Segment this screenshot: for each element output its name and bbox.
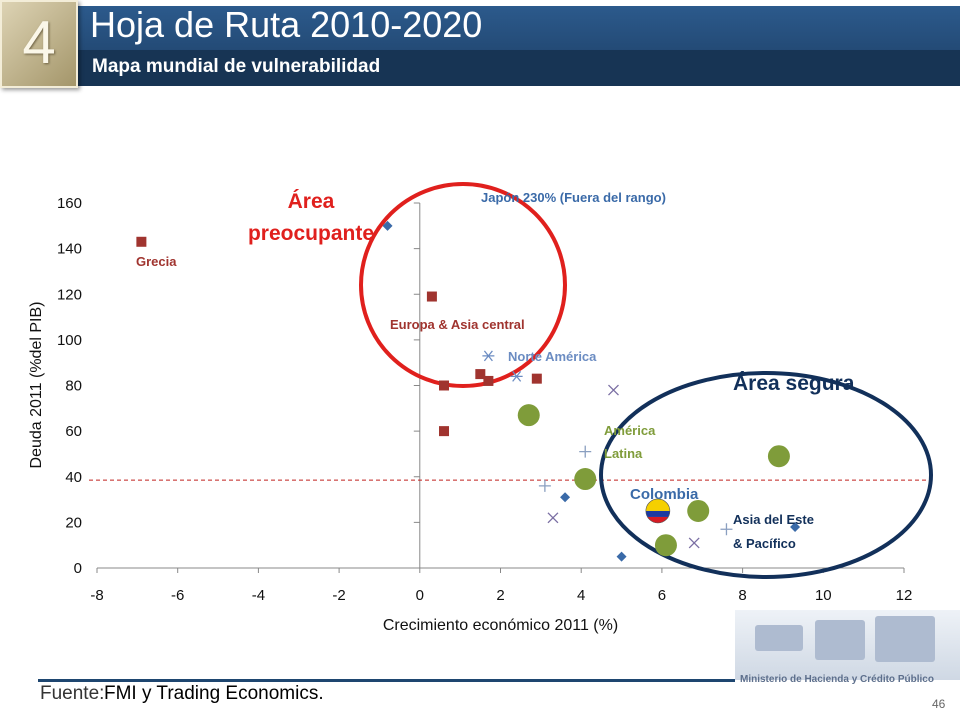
logo-tile: [755, 625, 803, 651]
europa-point: [439, 380, 450, 391]
x-tick-label: 10: [815, 587, 832, 604]
ministry-logo-panel: [735, 610, 960, 680]
asia-point: [560, 492, 571, 503]
x-axis-title: Crecimiento económico 2011 (%): [383, 617, 618, 634]
europa-point: [439, 426, 450, 437]
label-asia-2: & Pacífico: [733, 536, 796, 551]
plus-point: [538, 479, 551, 492]
label-europa: Europa & Asia central: [390, 317, 525, 332]
latina-point: [574, 468, 597, 491]
page-number: 46: [932, 697, 946, 711]
slide-subtitle: Mapa mundial de vulnerabilidad: [92, 56, 381, 77]
x-tick-label: -2: [332, 587, 345, 604]
logo-tile: [815, 620, 865, 660]
header-subband: [78, 50, 960, 86]
y-tick-label: 80: [65, 378, 82, 395]
label-asia-1: Asia del Este: [733, 512, 814, 527]
y-tick-label: 0: [74, 560, 82, 577]
flag-yellow: [645, 498, 670, 511]
chart-axes: -8 -6 -4 -2 0 2 4 6 8 10 12020406080100120140160Cr…: [28, 195, 931, 634]
europa-point: [531, 373, 542, 384]
colombia-flag-marker: [645, 498, 671, 524]
x-tick-label: 12: [896, 587, 913, 604]
ministry-name: Ministerio de Hacienda y Crédito Público: [740, 674, 934, 685]
y-tick-label: 140: [57, 241, 82, 258]
label-norte-america: Norte América: [508, 349, 597, 364]
slide-title: Hoja de Ruta 2010-2020: [90, 4, 483, 45]
x-tick-label: -6: [171, 587, 184, 604]
logo-tile: [875, 616, 935, 662]
slide-header: 4 Hoja de Ruta 2010-2020 Mapa mundial de…: [0, 0, 960, 88]
flag-blue: [645, 510, 670, 517]
source-label: Fuente:: [40, 683, 105, 704]
y-tick-label: 120: [57, 286, 82, 303]
xmark-point: [688, 537, 700, 549]
label-colombia: Colombia: [630, 486, 699, 503]
x-tick-label: 4: [577, 587, 585, 604]
x-tick-label: 8: [738, 587, 746, 604]
vulnerability-scatter-chart: -8 -6 -4 -2 0 2 4 6 8 10 12020406080100120140160Cr…: [28, 182, 933, 634]
flag-outline: [645, 498, 671, 524]
y-tick-label: 100: [57, 332, 82, 349]
chart-annotations: Grecia Europa & Asia central Norte Améri…: [136, 190, 855, 551]
norte-point: [510, 370, 523, 382]
label-america-latina-2: Latina: [604, 446, 643, 461]
plus-point: [579, 445, 592, 458]
footer-divider: [38, 679, 735, 682]
label-america-latina-1: América: [604, 423, 656, 438]
x-tick-label: -4: [252, 587, 265, 604]
label-area-preocupante-1: Área: [288, 190, 335, 213]
y-tick-label: 40: [65, 469, 82, 486]
label-area-preocupante-2: preocupante: [248, 222, 374, 245]
europa-point: [483, 375, 494, 386]
xmark-point: [547, 512, 559, 524]
chart-zones: [359, 182, 933, 579]
norte-point: [482, 350, 495, 362]
y-tick-label: 20: [65, 514, 82, 531]
colombia-flag: [645, 498, 670, 523]
asia-point: [790, 521, 801, 532]
latina-point: [654, 534, 677, 557]
label-area-segura: Área segura: [733, 372, 855, 395]
x-tick-label: -8: [90, 587, 103, 604]
source-text: FMI y Trading Economics.: [104, 683, 324, 704]
plus-point: [720, 523, 733, 536]
asia-point: [616, 551, 627, 562]
europa-point: [136, 236, 147, 247]
latina-point: [517, 404, 540, 427]
area-segura-ellipse: [599, 371, 933, 579]
y-tick-label: 60: [65, 423, 82, 440]
asia-point: [382, 220, 393, 231]
europa-point: [475, 369, 486, 380]
x-tick-label: 0: [416, 587, 424, 604]
label-japon: Japón 230% (Fuera del rango): [481, 190, 666, 205]
y-tick-label: 160: [57, 195, 82, 212]
chart-marks: [136, 220, 801, 562]
latina-point: [767, 445, 790, 468]
x-tick-label: 6: [658, 587, 666, 604]
xmark-point: [608, 384, 619, 396]
section-number-badge: 4: [0, 0, 78, 88]
section-number: 4: [22, 9, 56, 76]
x-tick-label: 2: [496, 587, 504, 604]
latina-point: [687, 499, 710, 522]
area-preocupante-ellipse: [359, 182, 567, 388]
flag-red: [645, 516, 670, 523]
label-grecia: Grecia: [136, 254, 177, 269]
europa-point: [426, 291, 437, 302]
y-axis-title: Deuda 2011 (%del PIB): [28, 302, 45, 469]
